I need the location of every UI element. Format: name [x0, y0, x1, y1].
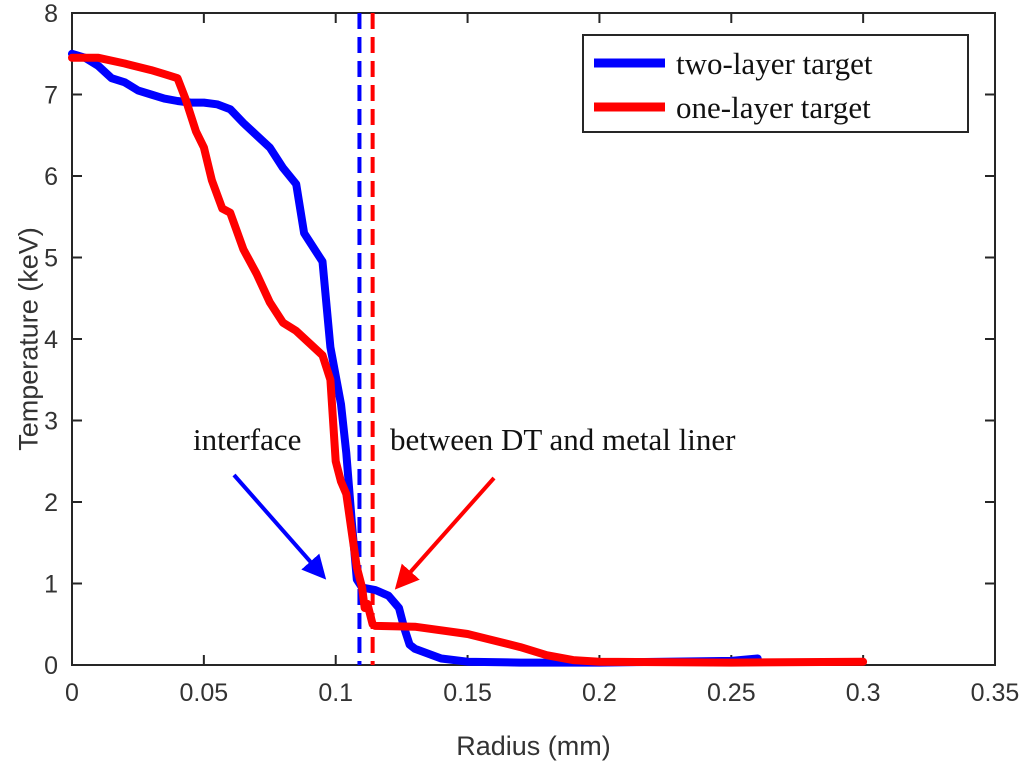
annotation-interface: interface [193, 422, 301, 457]
y-tick-label: 2 [44, 489, 58, 517]
y-tick-label: 7 [44, 82, 58, 110]
x-tick-label: 0.25 [707, 679, 756, 707]
annotation-between: between DT and metal liner [390, 422, 736, 457]
y-axis-title: Temperature (keV) [13, 227, 43, 451]
series-lines [68, 49, 868, 667]
y-tick-label: 4 [44, 326, 58, 354]
y-tick-label: 6 [44, 163, 58, 191]
y-tick-label: 0 [44, 652, 58, 680]
x-tick-label: 0.3 [846, 679, 881, 707]
x-tick-label: 0.2 [582, 679, 617, 707]
y-tick-label: 3 [44, 408, 58, 436]
series-line-one-layer [68, 53, 868, 667]
arrow-between [394, 476, 496, 590]
x-tick-labels: 0 0.05 0.1 0.15 0.2 0.25 0.3 0.35 [65, 679, 1019, 707]
x-axis-title: Radius (mm) [456, 731, 611, 761]
annotations: interface between DT and metal liner [193, 422, 736, 590]
y-tick-label: 1 [44, 571, 58, 599]
x-tick-label: 0.1 [318, 679, 353, 707]
y-tick-label: 8 [44, 0, 58, 28]
legend-label-two-layer: two-layer target [676, 46, 873, 81]
legend: two-layer target one-layer target [582, 34, 969, 133]
x-tick-label: 0.15 [443, 679, 492, 707]
interface-lines [357, 13, 375, 665]
x-tick-label: 0 [65, 679, 79, 707]
y-tick-label: 5 [44, 245, 58, 273]
legend-box [582, 34, 969, 133]
legend-label-one-layer: one-layer target [676, 90, 871, 125]
y-tick-labels: 0 1 2 3 4 5 6 7 8 [44, 0, 58, 680]
x-tick-label: 0.05 [180, 679, 229, 707]
arrow-interface [232, 473, 327, 580]
x-tick-label: 0.35 [971, 679, 1020, 707]
series-line-two-layer [68, 49, 762, 667]
